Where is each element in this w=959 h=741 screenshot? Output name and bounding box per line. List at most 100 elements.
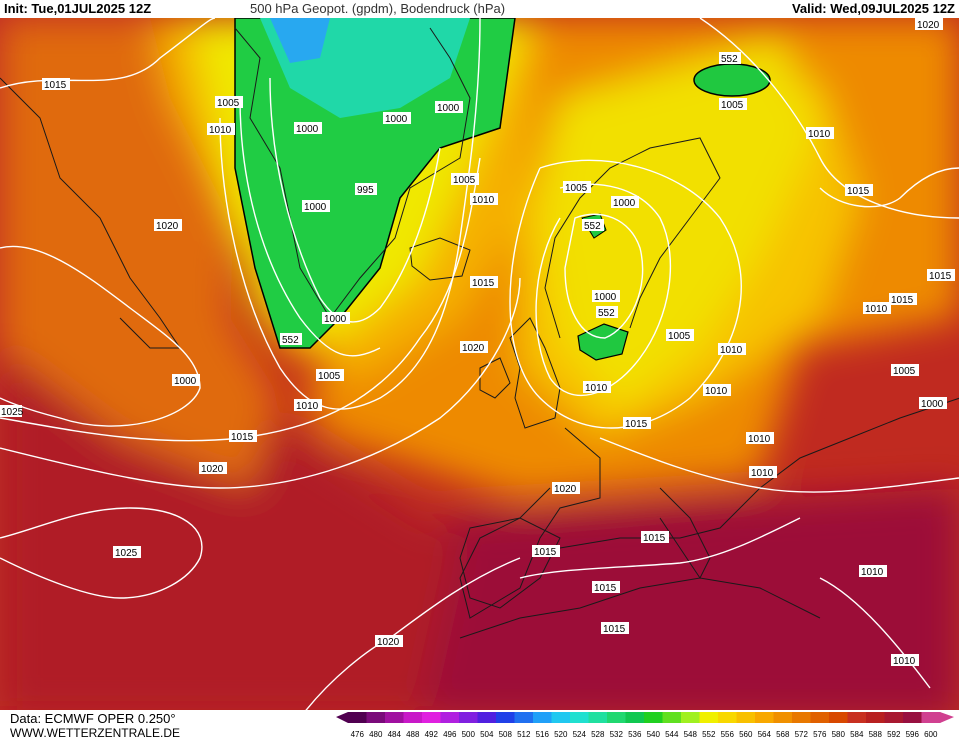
pressure-label: 1015 <box>231 432 254 443</box>
colorbar-tick-label: 580 <box>832 730 846 739</box>
coast-canada <box>0 77 181 349</box>
colorbar-swatch <box>921 712 941 723</box>
chart-title: 500 hPa Geopot. (gpdm), Bodendruck (hPa) <box>250 1 506 16</box>
coast-scandinavia <box>544 137 721 339</box>
pressure-label: 1015 <box>929 271 952 282</box>
colorbar-tick-label: 512 <box>517 730 531 739</box>
colorbar-tick-label: 484 <box>388 730 402 739</box>
colorbar-tick-label: 508 <box>499 730 513 739</box>
pressure-label: 1015 <box>625 419 648 430</box>
pressure-label: 1020 <box>377 637 400 648</box>
geopotential-label: 552 <box>721 54 738 65</box>
colorbar-swatch <box>699 712 719 723</box>
pressure-label: 1010 <box>751 468 774 479</box>
colorbar-swatch <box>625 712 645 723</box>
colorbar-swatch <box>866 712 885 723</box>
colorbar-arrow-high <box>940 712 954 723</box>
pressure-label: 1005 <box>217 98 240 109</box>
field-south-crimson <box>420 488 959 710</box>
pressure-label: 1020 <box>462 343 485 354</box>
pressure-label: 1000 <box>594 292 617 303</box>
pressure-label: 1025 <box>1 407 24 418</box>
colorbar-tick-label: 588 <box>869 730 883 739</box>
isobar-scand-1005 <box>535 183 672 397</box>
colorbar-swatch <box>440 712 460 723</box>
pressure-label: 1000 <box>437 103 460 114</box>
colorbar-swatch <box>718 712 737 723</box>
colorbar-swatch <box>644 712 663 723</box>
pressure-label: 1015 <box>891 295 914 306</box>
colorbar-swatch <box>385 712 404 723</box>
geopotential-labels: 552 552 552 552 <box>280 52 741 346</box>
colorbar: 476 480 484 488 492 496 500 504 508 512 516 520 524 5… <box>336 712 954 739</box>
isobar-1010-greenland <box>219 18 481 410</box>
pressure-label: 1000 <box>921 399 944 410</box>
low-greenland-cyan <box>270 18 330 63</box>
pressure-label: 1010 <box>808 129 831 140</box>
isobar-1010-europe <box>599 437 959 493</box>
colorbar-tick-label: 544 <box>665 730 679 739</box>
isobar-scand-1000 <box>564 213 644 339</box>
pressure-label: 1000 <box>385 114 408 125</box>
pressure-label: 1015 <box>603 624 626 635</box>
pressure-label: 1010 <box>861 567 884 578</box>
colorbar-swatch <box>496 712 515 723</box>
pressure-label: 1015 <box>472 278 495 289</box>
colorbar-swatch <box>773 712 793 723</box>
colorbar-swatch <box>903 712 922 723</box>
colorbar-tick-label: 540 <box>647 730 661 739</box>
colorbar-swatch <box>477 712 497 723</box>
geopotential-label: 552 <box>598 308 615 319</box>
colorbar-tick-label: 568 <box>776 730 790 739</box>
colorbar-tick-label: 488 <box>406 730 420 739</box>
colorbar-tick-label: 520 <box>554 730 568 739</box>
pressure-label: 1020 <box>201 464 224 475</box>
pressure-label: 1010 <box>209 125 232 136</box>
colorbar-swatch <box>366 712 386 723</box>
colorbar-swatch <box>607 712 626 723</box>
pressure-label: 1015 <box>847 186 870 197</box>
colorbar-tick-label: 532 <box>610 730 624 739</box>
colorbar-tick-label: 476 <box>351 730 365 739</box>
coast-britain <box>509 317 561 429</box>
coast-africa <box>459 577 821 639</box>
colorbar-tick-label: 600 <box>924 730 938 739</box>
pressure-label: 1010 <box>296 401 319 412</box>
low-baltic-green <box>577 323 629 361</box>
isobar-1020-atlantic <box>0 277 521 489</box>
colorbar-arrow-low <box>336 712 348 723</box>
pressure-label: 1015 <box>44 80 67 91</box>
pressure-label: 995 <box>357 185 374 196</box>
pressure-label: 1005 <box>565 183 588 194</box>
website-label: WWW.WETTERZENTRALE.DE <box>10 726 180 740</box>
colorbar-swatch <box>533 712 552 723</box>
coast-greenland <box>234 27 471 319</box>
pressure-label: 1005 <box>668 331 691 342</box>
colorbar-swatch <box>459 712 478 723</box>
colorbar-swatch <box>755 712 774 723</box>
colorbar-tick-label: 592 <box>887 730 901 739</box>
pressure-label: 1005 <box>318 371 341 382</box>
colorbar-swatch <box>847 712 867 723</box>
colorbar-swatch <box>348 712 367 723</box>
pressure-label: 1000 <box>324 314 347 325</box>
pressure-label: 1010 <box>472 195 495 206</box>
isobar-1010-southeast <box>819 577 931 689</box>
colorbar-tick-label: 504 <box>480 730 494 739</box>
colorbar-tick-label: 584 <box>850 730 864 739</box>
colorbar-swatch <box>551 712 571 723</box>
colorbar-tick-label: 480 <box>369 730 383 739</box>
forecast-map: 1015 1005 1010 1000 1000 1000 995 1000 1… <box>0 18 959 710</box>
colorbar-tick-label: 492 <box>425 730 439 739</box>
colorbar-tick-label: 572 <box>795 730 809 739</box>
pressure-label: 1005 <box>893 366 916 377</box>
init-time-label: Init: Tue,01JUL2025 12Z <box>4 1 152 16</box>
pressure-label: 1015 <box>594 583 617 594</box>
pressure-label: 1010 <box>893 656 916 667</box>
colorbar-tick-label: 560 <box>739 730 753 739</box>
isobar-1015-atlantic <box>0 157 481 442</box>
pressure-label: 1015 <box>534 547 557 558</box>
pressure-labels: 1015 1005 1010 1000 1000 1000 995 1000 1… <box>0 18 955 667</box>
colorbar-swatch <box>829 712 848 723</box>
pressure-label: 1005 <box>453 175 476 186</box>
